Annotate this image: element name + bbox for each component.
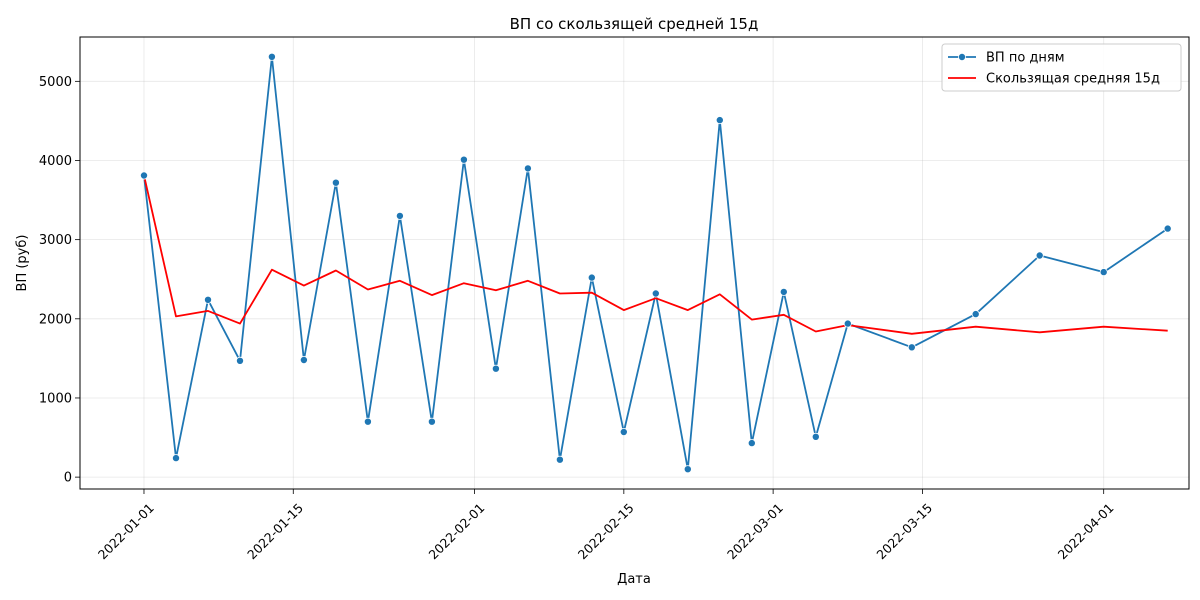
y-axis-label: ВП (руб) (15, 235, 30, 292)
grid (80, 37, 1189, 489)
data-point (491, 364, 500, 373)
data-point (1163, 224, 1172, 233)
data-point (299, 355, 308, 364)
legend: ВП по дням Скользящая средняя 15д (941, 43, 1182, 92)
data-point (715, 116, 724, 125)
legend-box (941, 43, 1182, 92)
data-point (907, 343, 916, 352)
plot-markers (139, 52, 1172, 474)
y-tick-label: 0 (64, 471, 72, 486)
data-point (235, 356, 244, 365)
data-point (651, 289, 660, 298)
data-point (1035, 251, 1044, 260)
data-point (331, 178, 340, 187)
x-axis-label: Дата (617, 572, 651, 587)
series-line-daily (143, 55, 1169, 471)
plot-frame (79, 36, 1190, 490)
chart-title: ВП со скользящей средней 15д (510, 15, 759, 33)
y-axis-ticks: 0 1000 2000 3000 4000 5000 (39, 75, 80, 486)
data-point (843, 319, 852, 328)
data-point (267, 52, 276, 61)
data-point (427, 417, 436, 426)
legend-label-moving-average: Скользящая средняя 15д (986, 72, 1160, 87)
data-point (619, 427, 628, 436)
data-point (395, 211, 404, 220)
series-line-moving-average (143, 175, 1168, 335)
data-point (971, 310, 980, 319)
y-tick-label: 1000 (39, 391, 72, 406)
data-point (203, 295, 212, 304)
y-tick-label: 3000 (39, 233, 72, 248)
data-point (811, 432, 820, 441)
legend-label-daily: ВП по дням (986, 51, 1065, 66)
data-point (747, 439, 756, 448)
data-point (555, 455, 564, 464)
data-point (139, 171, 148, 180)
data-point (1099, 268, 1108, 277)
data-point (779, 287, 788, 296)
y-tick-label: 5000 (39, 75, 72, 90)
y-tick-label: 2000 (39, 312, 72, 327)
data-point (363, 417, 372, 426)
data-point (523, 164, 532, 173)
data-point (587, 273, 596, 282)
data-point (171, 454, 180, 463)
data-point (683, 465, 692, 474)
legend-marker-daily (958, 53, 967, 62)
plot-lines (143, 55, 1169, 471)
data-point (459, 155, 468, 164)
y-tick-label: 4000 (39, 154, 72, 169)
